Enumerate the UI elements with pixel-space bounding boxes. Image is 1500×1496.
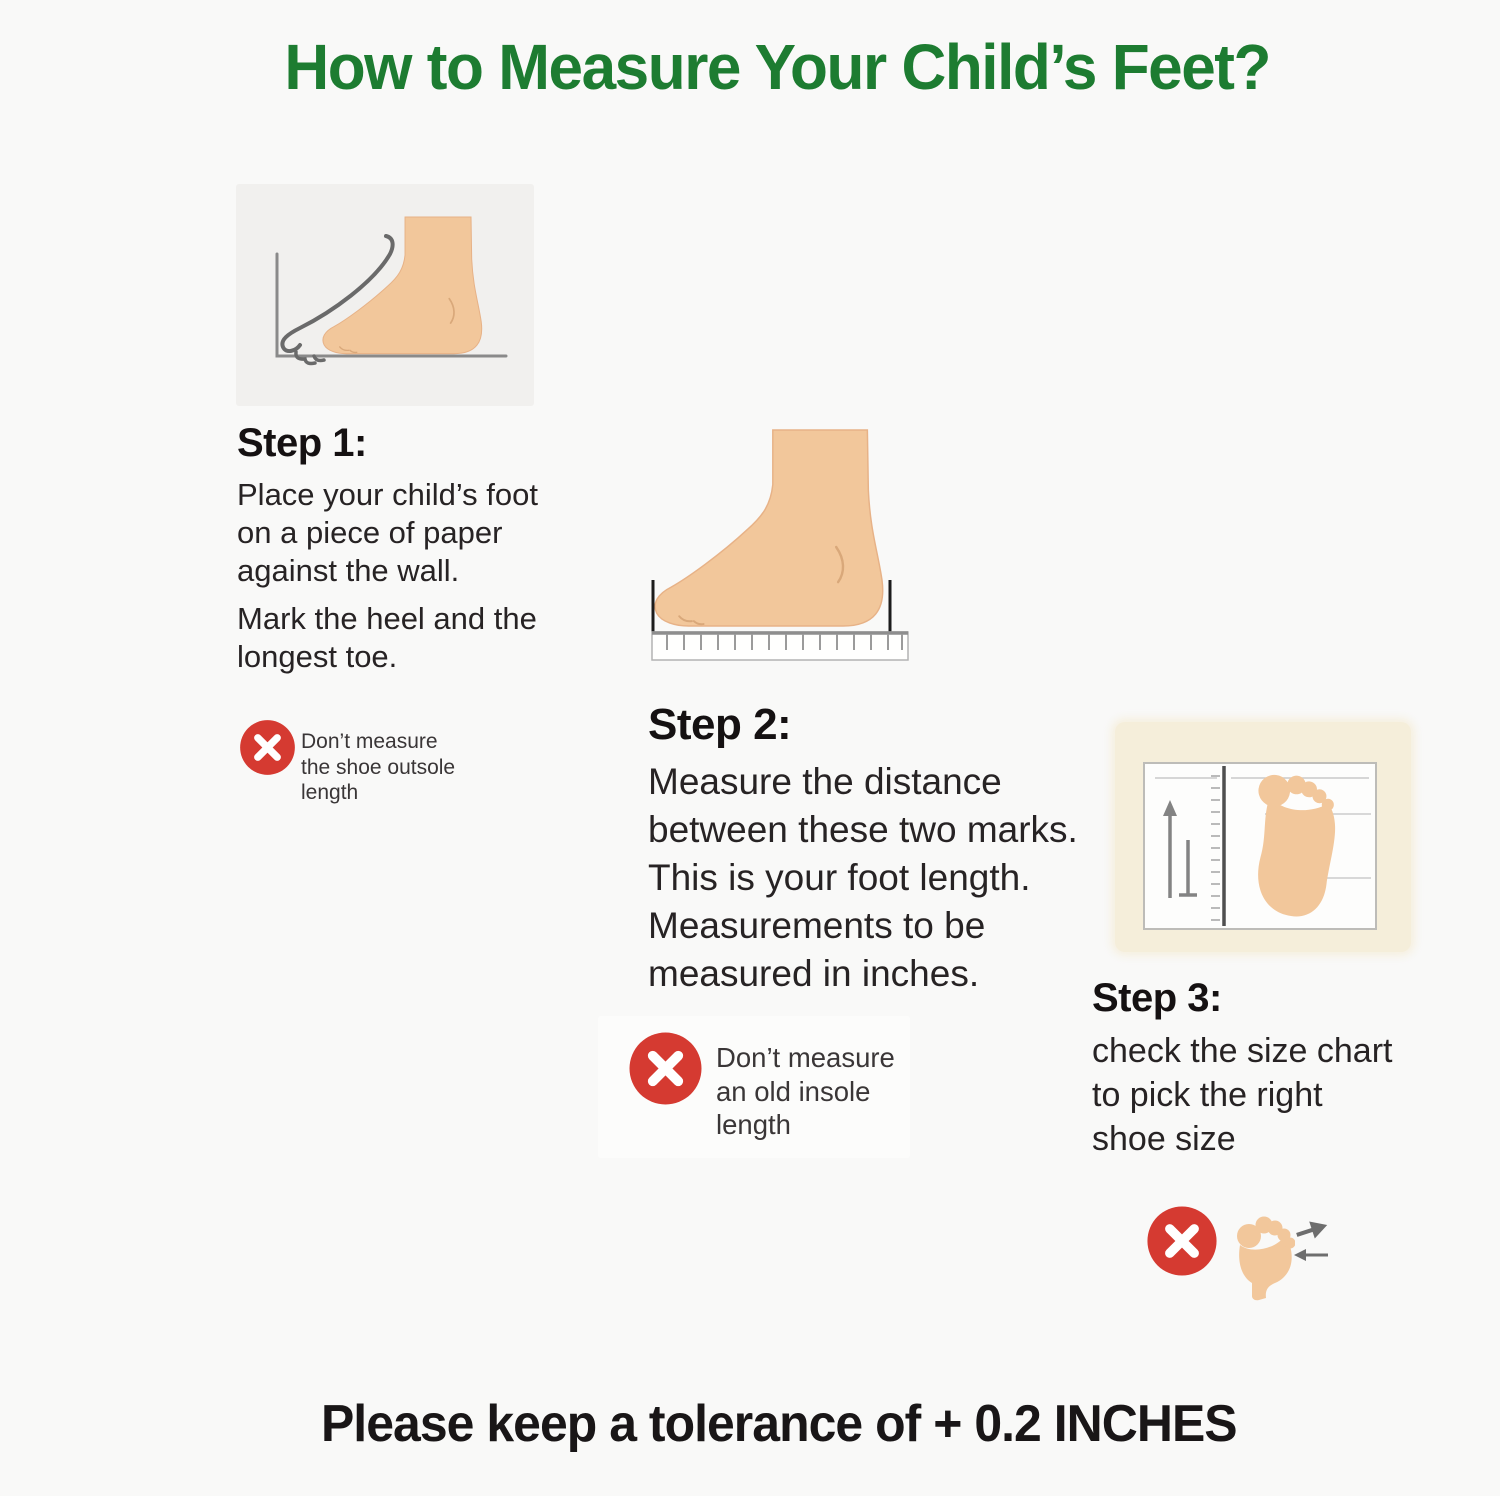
step1-heading: Step 1: xyxy=(237,421,367,465)
step1-instructions: Place your child’s foot on a piece of pa… xyxy=(237,477,538,588)
step3-size-chart-illustration xyxy=(1115,722,1411,952)
sole-on-chart-icon xyxy=(1155,766,1371,926)
foot-against-wall-icon xyxy=(275,216,508,366)
step2-heading: Step 2: xyxy=(648,700,792,749)
step3-heading: Step 3: xyxy=(1092,976,1222,1020)
step1-foot-against-wall-illustration xyxy=(236,184,534,406)
dont-icon xyxy=(1146,1205,1218,1277)
size-chart-paper xyxy=(1143,762,1377,930)
dont-icon xyxy=(239,719,296,776)
step1-instructions-2: Mark the heel and the longest toe. xyxy=(237,601,537,674)
step1-warning-text: Don’t measure the shoe outsole length xyxy=(301,730,456,804)
tolerance-note: Please keep a tolerance of + 0.2 INCHES xyxy=(320,1395,1238,1453)
step2-foot-on-ruler-illustration xyxy=(645,428,911,672)
step2-instructions: Measure the distance between these two m… xyxy=(648,761,1078,994)
step3-instructions: check the size chart to pick the right s… xyxy=(1092,1032,1393,1158)
step1-section: Step 1: Place your child’s foot on a pie… xyxy=(237,421,577,676)
extra-room-arrows-icon xyxy=(1294,1221,1328,1261)
step3-section: Step 3: check the size chart to pick the… xyxy=(1092,976,1432,1161)
step2-section: Step 2: Measure the distance between the… xyxy=(648,700,1108,998)
page-title: How to Measure Your Child’s Feet? xyxy=(284,31,1271,103)
foot-on-ruler-icon xyxy=(651,428,909,661)
toes-icon xyxy=(1237,1216,1295,1301)
dont-icon xyxy=(628,1031,703,1106)
step2-warning-text: Don’t measure an old insole length xyxy=(716,1042,895,1140)
